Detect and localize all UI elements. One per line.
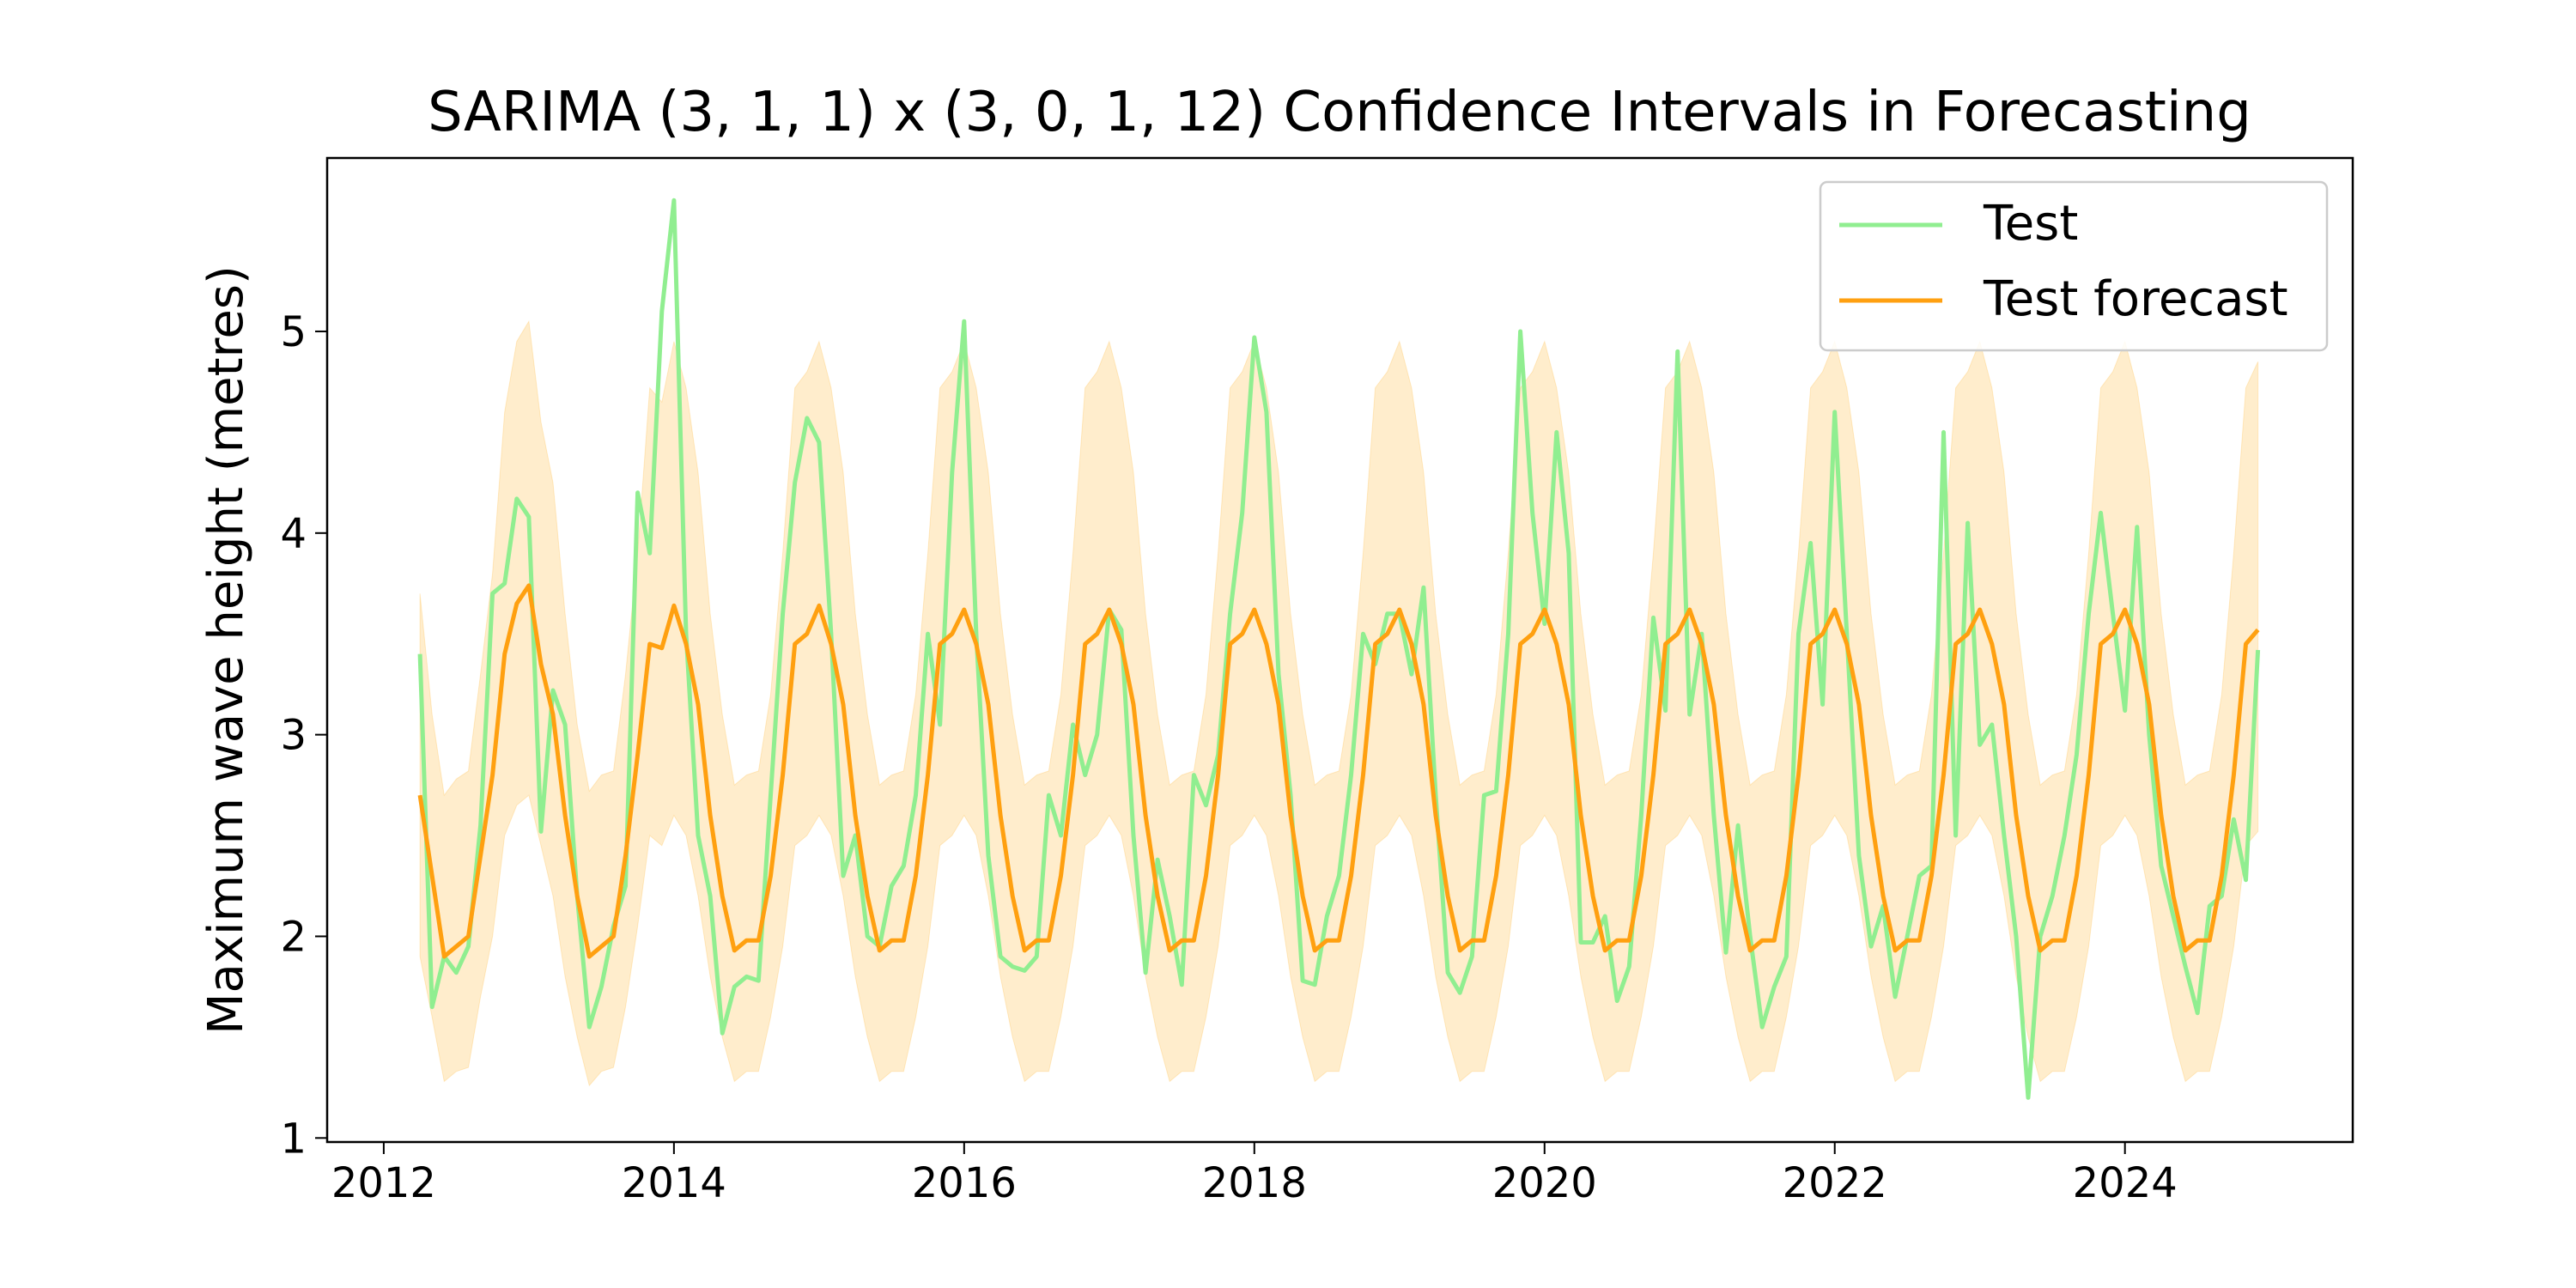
y-axis-label: Maximum wave height (metres): [198, 265, 254, 1035]
legend-box: [1819, 180, 2329, 352]
y-tick-label: 2: [280, 913, 307, 961]
x-tick-label: 2024: [2073, 1159, 2178, 1207]
x-tick-label: 2022: [1783, 1159, 1887, 1207]
x-tick-label: 2012: [331, 1159, 436, 1207]
y-tick-label: 1: [280, 1115, 307, 1163]
confidence-band: [419, 319, 2259, 1087]
y-tick-label: 4: [280, 510, 307, 558]
legend-label: Test: [1983, 196, 2078, 252]
legend: Test Test forecast: [1819, 180, 2329, 352]
chart-title: SARIMA (3, 1, 1) x (3, 0, 1, 12) Confide…: [428, 81, 2251, 144]
y-tick-label: 5: [280, 308, 307, 356]
x-tick-label: 2016: [912, 1159, 1017, 1207]
x-tick-label: 2020: [1492, 1159, 1597, 1207]
y-tick-label: 3: [280, 712, 307, 760]
x-tick-label: 2014: [622, 1159, 726, 1207]
plot-frame: [325, 156, 2354, 1144]
line-series: [417, 583, 2260, 959]
legend-label: Test forecast: [1983, 271, 2288, 327]
x-tick-label: 2018: [1202, 1159, 1307, 1207]
